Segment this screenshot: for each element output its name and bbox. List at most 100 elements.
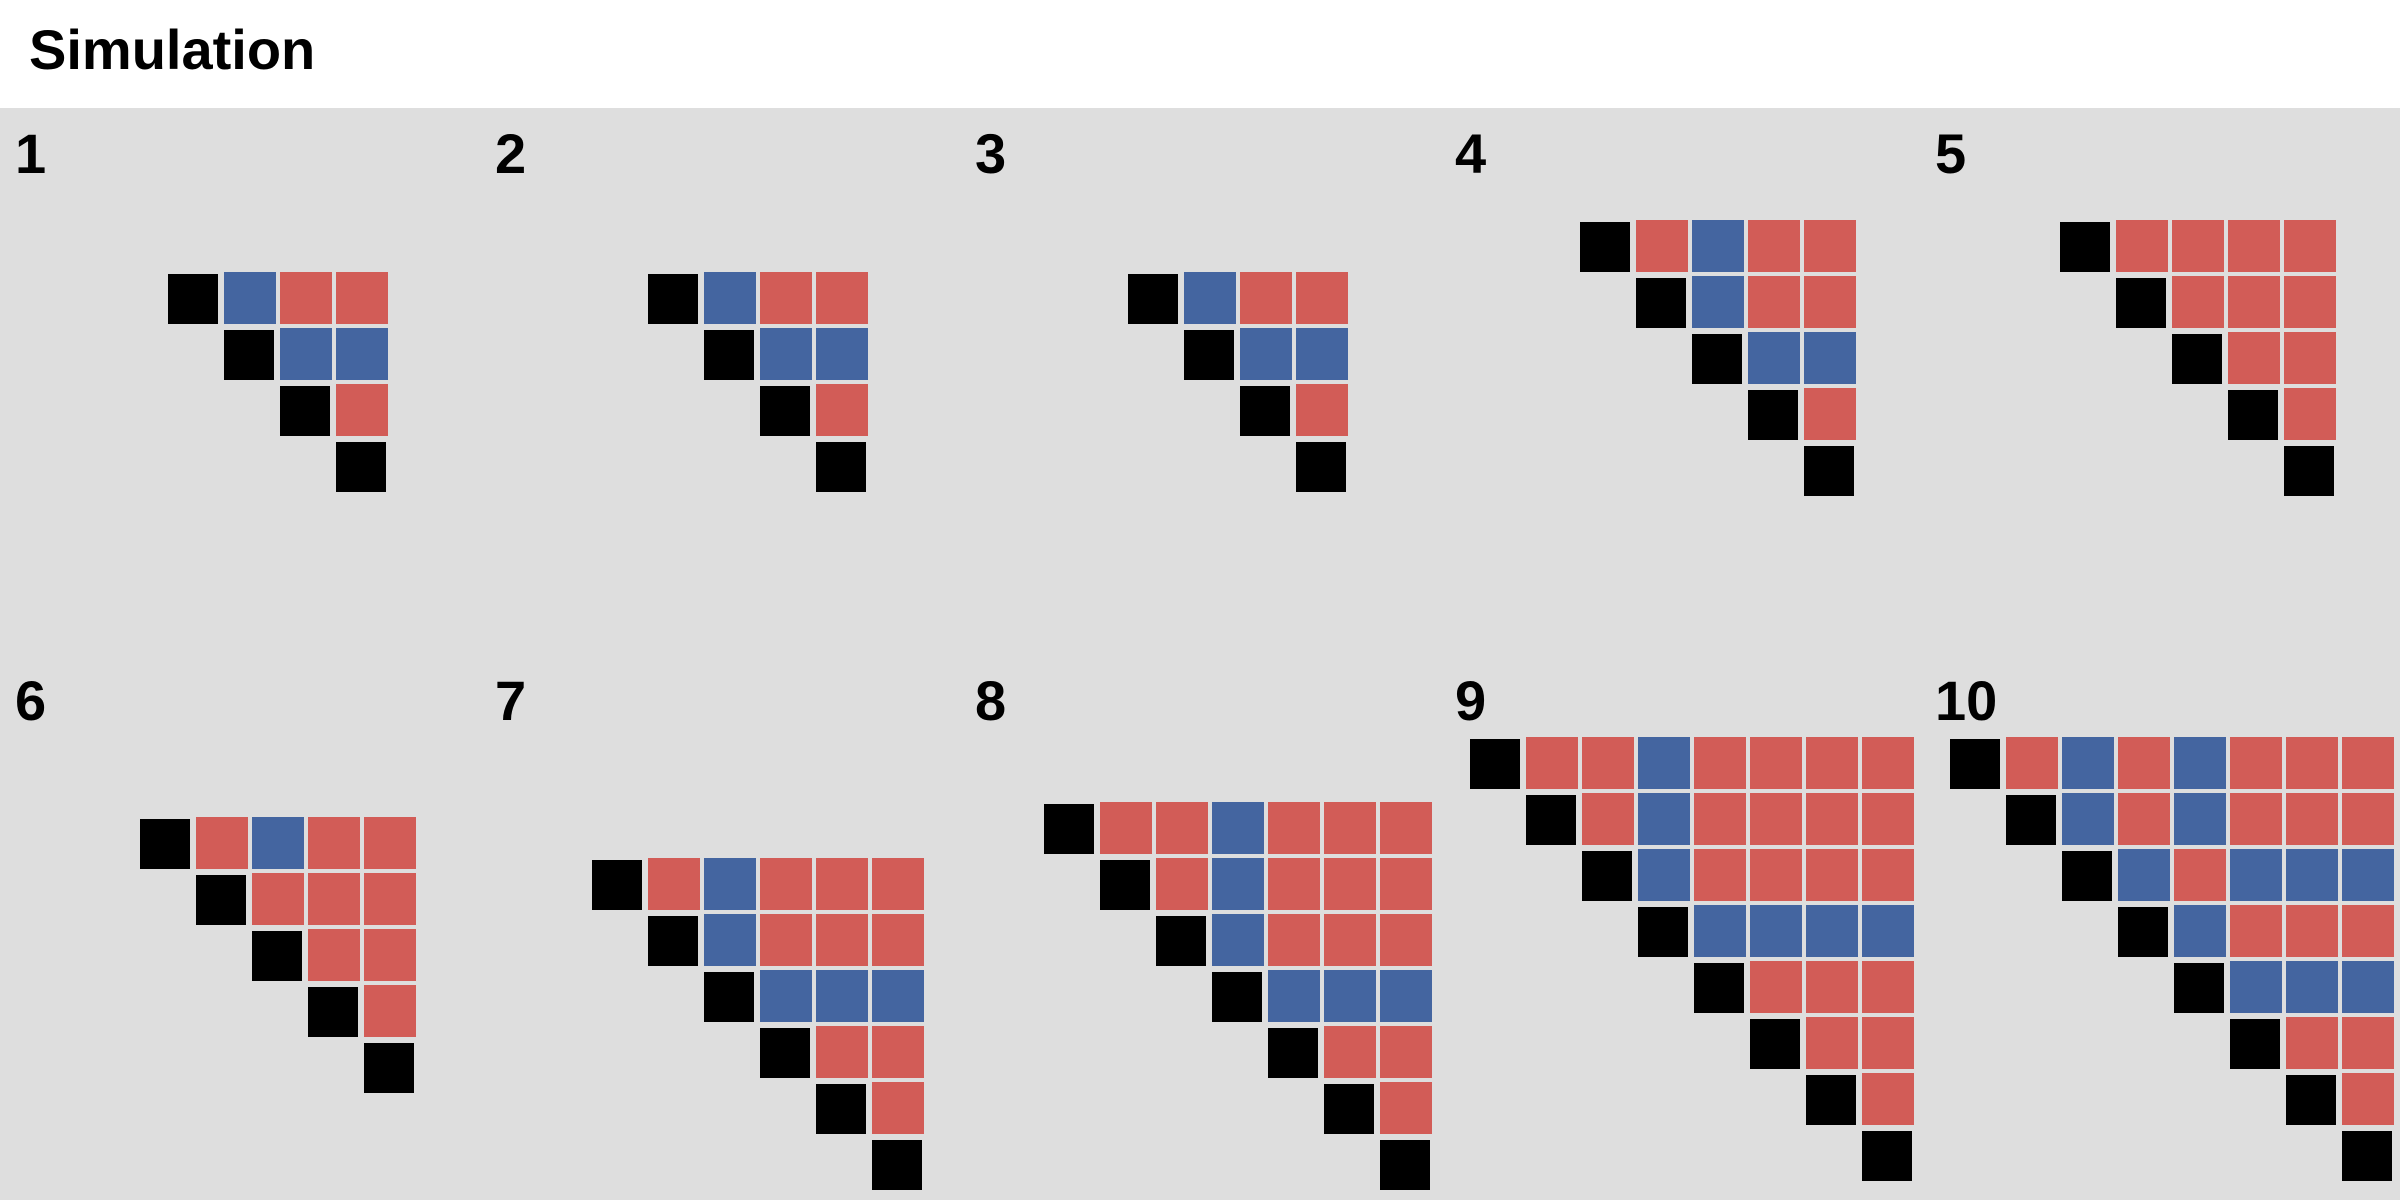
triangle-matrix bbox=[1920, 108, 2400, 653]
diagonal-cell bbox=[2060, 222, 2110, 272]
diagonal-cell bbox=[1128, 274, 1178, 324]
triangle-matrix bbox=[1440, 108, 1920, 653]
red-cell bbox=[2342, 905, 2394, 957]
simulation-panel-6: 6 bbox=[0, 655, 480, 1200]
diagonal-cell bbox=[1638, 907, 1688, 957]
simulation-panel-1: 1 bbox=[0, 108, 480, 653]
red-cell bbox=[1862, 1073, 1914, 1125]
diagonal-cell bbox=[364, 1043, 414, 1093]
red-cell bbox=[364, 873, 416, 925]
red-cell bbox=[1862, 737, 1914, 789]
blue-cell bbox=[1638, 793, 1690, 845]
blue-cell bbox=[816, 328, 868, 380]
red-cell bbox=[2174, 849, 2226, 901]
red-cell bbox=[1100, 802, 1152, 854]
red-cell bbox=[1324, 858, 1376, 910]
diagonal-cell bbox=[1748, 390, 1798, 440]
red-cell bbox=[2118, 793, 2170, 845]
red-cell bbox=[1806, 793, 1858, 845]
diagonal-cell bbox=[224, 330, 274, 380]
red-cell bbox=[1862, 793, 1914, 845]
red-cell bbox=[1750, 737, 1802, 789]
red-cell bbox=[2284, 220, 2336, 272]
diagonal-cell bbox=[2342, 1131, 2392, 1181]
blue-cell bbox=[704, 272, 756, 324]
blue-cell bbox=[2174, 737, 2226, 789]
panel-label: 4 bbox=[1455, 122, 1487, 185]
diagonal-cell bbox=[2174, 963, 2224, 1013]
red-cell bbox=[1380, 1082, 1432, 1134]
diagonal-cell bbox=[168, 274, 218, 324]
blue-cell bbox=[2062, 737, 2114, 789]
blue-cell bbox=[280, 328, 332, 380]
simulation-panel-5: 5 bbox=[1920, 108, 2400, 653]
diagonal-cell bbox=[1580, 222, 1630, 272]
red-cell bbox=[196, 817, 248, 869]
red-cell bbox=[280, 272, 332, 324]
diagonal-cell bbox=[2286, 1075, 2336, 1125]
red-cell bbox=[1268, 858, 1320, 910]
diagonal-cell bbox=[2284, 446, 2334, 496]
red-cell bbox=[2286, 905, 2338, 957]
red-cell bbox=[872, 858, 924, 910]
blue-cell bbox=[760, 970, 812, 1022]
panel-label: 6 bbox=[15, 669, 47, 732]
triangle-matrix bbox=[480, 655, 960, 1200]
red-cell bbox=[816, 272, 868, 324]
blue-cell bbox=[1638, 737, 1690, 789]
red-cell bbox=[336, 384, 388, 436]
red-cell bbox=[1156, 858, 1208, 910]
blue-cell bbox=[224, 272, 276, 324]
diagonal-cell bbox=[704, 330, 754, 380]
red-cell bbox=[2342, 1017, 2394, 1069]
red-cell bbox=[364, 929, 416, 981]
blue-cell bbox=[1268, 970, 1320, 1022]
simulation-panel-10: 10 bbox=[1920, 655, 2400, 1200]
red-cell bbox=[2286, 793, 2338, 845]
red-cell bbox=[2286, 737, 2338, 789]
red-cell bbox=[2284, 332, 2336, 384]
simulation-panel-2: 2 bbox=[480, 108, 960, 653]
diagonal-cell bbox=[336, 442, 386, 492]
red-cell bbox=[816, 1026, 868, 1078]
red-cell bbox=[1806, 1017, 1858, 1069]
blue-cell bbox=[2174, 905, 2226, 957]
red-cell bbox=[872, 914, 924, 966]
blue-cell bbox=[816, 970, 868, 1022]
page-title: Simulation bbox=[29, 18, 316, 81]
diagonal-cell bbox=[1692, 334, 1742, 384]
red-cell bbox=[760, 272, 812, 324]
simulation-panel-7: 7 bbox=[480, 655, 960, 1200]
blue-cell bbox=[1240, 328, 1292, 380]
blue-cell bbox=[1750, 905, 1802, 957]
red-cell bbox=[1806, 961, 1858, 1013]
blue-cell bbox=[1692, 276, 1744, 328]
triangle-matrix bbox=[960, 108, 1440, 653]
red-cell bbox=[1380, 1026, 1432, 1078]
red-cell bbox=[1582, 737, 1634, 789]
triangle-matrix bbox=[0, 108, 480, 653]
red-cell bbox=[336, 272, 388, 324]
triangle-matrix bbox=[960, 655, 1440, 1200]
diagonal-cell bbox=[1694, 963, 1744, 1013]
red-cell bbox=[1804, 388, 1856, 440]
red-cell bbox=[816, 384, 868, 436]
diagonal-cell bbox=[1380, 1140, 1430, 1190]
blue-cell bbox=[2230, 849, 2282, 901]
red-cell bbox=[1324, 914, 1376, 966]
diagonal-cell bbox=[1636, 278, 1686, 328]
panel-label: 7 bbox=[495, 669, 527, 732]
red-cell bbox=[2118, 737, 2170, 789]
diagonal-cell bbox=[704, 972, 754, 1022]
red-cell bbox=[2342, 793, 2394, 845]
blue-cell bbox=[1296, 328, 1348, 380]
red-cell bbox=[308, 817, 360, 869]
diagonal-cell bbox=[1156, 916, 1206, 966]
diagonal-cell bbox=[816, 442, 866, 492]
red-cell bbox=[1636, 220, 1688, 272]
simulation-panel-3: 3 bbox=[960, 108, 1440, 653]
blue-cell bbox=[2062, 793, 2114, 845]
diagonal-cell bbox=[1268, 1028, 1318, 1078]
red-cell bbox=[2342, 737, 2394, 789]
diagonal-cell bbox=[308, 987, 358, 1037]
